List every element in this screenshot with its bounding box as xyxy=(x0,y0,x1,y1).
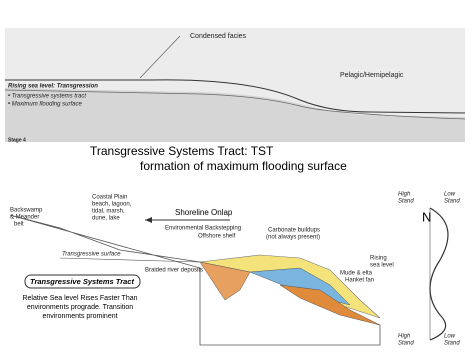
label: Environmental Backstepping xyxy=(165,226,241,232)
label: Stand xyxy=(444,199,460,205)
label: N xyxy=(422,209,431,224)
transgressive-surface xyxy=(59,257,201,263)
sea-level-curve xyxy=(429,207,449,341)
label: Braided river deposits xyxy=(145,268,203,274)
label: Low xyxy=(444,334,456,340)
mfs-line xyxy=(5,79,466,114)
label: Rising xyxy=(370,256,387,262)
pelagic-label: Pelagic/Hemipelagic xyxy=(340,72,404,79)
label: High xyxy=(398,192,411,198)
fan xyxy=(199,261,251,301)
label: Hanket fan xyxy=(345,278,374,284)
label: (not always present) xyxy=(266,235,320,241)
label: sea level xyxy=(370,263,394,269)
legend-item: • Maximum flooding surface xyxy=(8,102,82,108)
label: & Meander xyxy=(10,215,39,221)
label: Coastal Plain xyxy=(92,195,127,201)
caption: Transgressive Systems Tract: TST xyxy=(90,144,274,158)
label: Transgressive surface xyxy=(62,252,121,258)
description: environments prominent xyxy=(42,313,117,320)
legend-title: Rising sea level: Transgression xyxy=(8,84,98,90)
label: Mude & elta xyxy=(340,271,373,277)
tst-body xyxy=(5,88,465,142)
arrow-head xyxy=(145,217,152,223)
label: tidal, marsh, xyxy=(92,209,125,215)
label: Backswamp xyxy=(10,208,43,214)
condensed-label: Condensed facies xyxy=(190,33,247,40)
label: High xyxy=(398,334,411,340)
label: Stand xyxy=(444,341,460,347)
description: environments prograde. Transition xyxy=(27,304,133,311)
legend-item: • Transgressive systems tract xyxy=(8,94,86,100)
label: Carbonate buildups xyxy=(268,228,320,234)
label: beach, lagoon, xyxy=(92,202,132,208)
label: Low xyxy=(444,192,456,198)
label: dune, lake xyxy=(92,216,120,222)
box-title: Transgressive Systems Tract xyxy=(30,277,134,286)
label: Stand xyxy=(398,341,414,347)
label: Stand xyxy=(398,199,414,205)
caption: formation of maximum flooding surface xyxy=(140,159,347,173)
stage: Stage 4 xyxy=(8,137,26,143)
label: belt xyxy=(14,222,24,228)
label: Offshore shelf xyxy=(198,234,236,240)
surface-line xyxy=(4,89,466,120)
label: Shoreline Onlap xyxy=(175,208,233,217)
description: Relative Sea level Rises Faster Than xyxy=(22,295,137,302)
box xyxy=(24,274,141,289)
pointer xyxy=(139,35,181,79)
orange-layer xyxy=(279,284,381,326)
